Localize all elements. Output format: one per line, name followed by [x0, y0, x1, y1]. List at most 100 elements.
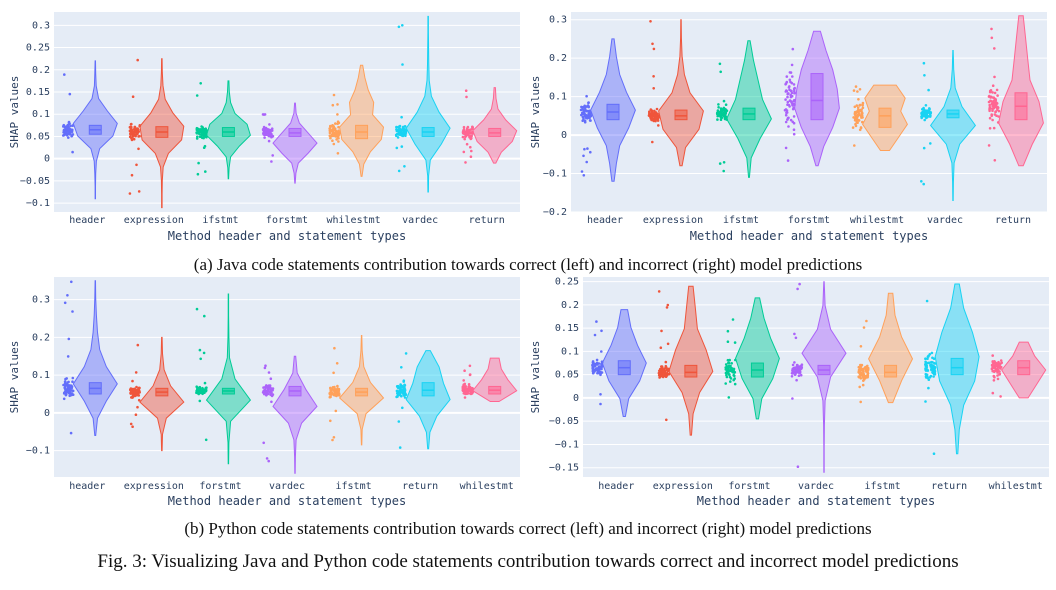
point	[464, 161, 467, 164]
point	[725, 375, 729, 379]
point	[664, 360, 668, 364]
y-axis-title: SHAP values	[529, 76, 542, 149]
point	[792, 115, 796, 118]
point	[650, 115, 654, 119]
point	[395, 125, 398, 129]
point	[199, 135, 203, 138]
point	[786, 100, 790, 104]
violin-return	[998, 15, 1044, 167]
point	[988, 103, 991, 107]
point	[853, 112, 857, 115]
violin-expression	[658, 19, 704, 167]
point	[784, 146, 788, 150]
point	[198, 348, 202, 352]
point	[129, 127, 133, 130]
x-tick-label: whilestmt	[989, 481, 1043, 492]
point	[582, 117, 585, 120]
point	[724, 371, 728, 375]
point	[922, 106, 925, 110]
point	[135, 385, 138, 389]
point	[929, 363, 932, 367]
violin-vardec	[272, 355, 318, 474]
point	[648, 111, 651, 115]
point	[793, 91, 797, 95]
point	[720, 112, 723, 115]
points-forstmt	[724, 318, 737, 399]
point	[197, 161, 200, 165]
point	[786, 159, 790, 162]
point	[396, 389, 399, 393]
point	[649, 108, 653, 112]
x-tick-label: ifstmt	[865, 481, 901, 492]
point	[990, 27, 993, 31]
point	[330, 125, 334, 128]
violin-vardec	[929, 50, 977, 201]
point	[727, 373, 731, 376]
point	[464, 89, 468, 92]
point	[403, 390, 407, 394]
point	[787, 92, 790, 95]
point	[729, 367, 733, 371]
point	[136, 131, 139, 135]
point	[787, 86, 791, 89]
chart-java-incorrect: −0.2 −0.1 0 0.1 0.2 0.3 header expression ifstmt…	[527, 0, 1056, 252]
point	[797, 374, 801, 377]
point	[463, 137, 467, 141]
y-tick-label: 0.3	[32, 295, 50, 306]
point	[930, 367, 933, 371]
point	[859, 365, 863, 369]
point	[465, 389, 469, 392]
point	[462, 125, 466, 129]
point	[400, 390, 404, 393]
point	[733, 341, 737, 344]
point	[129, 422, 133, 426]
point	[262, 441, 266, 445]
violin-forstmt	[272, 102, 318, 184]
point	[332, 127, 336, 131]
point	[861, 375, 865, 378]
point	[859, 109, 863, 113]
point	[854, 118, 858, 121]
point	[70, 134, 73, 138]
point	[328, 395, 332, 399]
point	[922, 110, 926, 113]
point	[987, 144, 991, 147]
point	[600, 350, 603, 353]
point	[990, 36, 994, 40]
point	[922, 61, 926, 65]
point	[652, 87, 655, 90]
y-tick-label: −0.15	[549, 463, 579, 474]
y-tick-label: 0.1	[561, 346, 579, 357]
point	[931, 361, 934, 364]
point	[336, 103, 339, 106]
point	[335, 362, 339, 365]
violin-expression	[668, 285, 714, 436]
points-whilestmt	[990, 354, 1003, 398]
points-ifstmt	[195, 82, 208, 176]
x-tick-label: whilestmt	[460, 481, 514, 492]
point	[198, 389, 201, 392]
point	[789, 118, 793, 122]
point	[599, 402, 602, 406]
point	[270, 127, 274, 130]
point	[592, 370, 596, 373]
point	[717, 106, 720, 109]
point	[718, 62, 722, 66]
point	[264, 129, 268, 132]
point	[788, 71, 792, 74]
point	[267, 139, 271, 143]
point	[922, 182, 925, 186]
point	[204, 386, 208, 390]
x-tick-label: vardec	[269, 481, 305, 492]
point	[718, 162, 722, 165]
point	[791, 47, 795, 51]
point	[732, 367, 736, 371]
point	[800, 363, 804, 366]
point	[647, 114, 651, 117]
point	[858, 385, 861, 389]
point	[395, 146, 399, 150]
point	[665, 418, 668, 422]
point	[652, 47, 656, 51]
y-tick-label: 0.1	[32, 109, 50, 120]
point	[202, 133, 206, 137]
